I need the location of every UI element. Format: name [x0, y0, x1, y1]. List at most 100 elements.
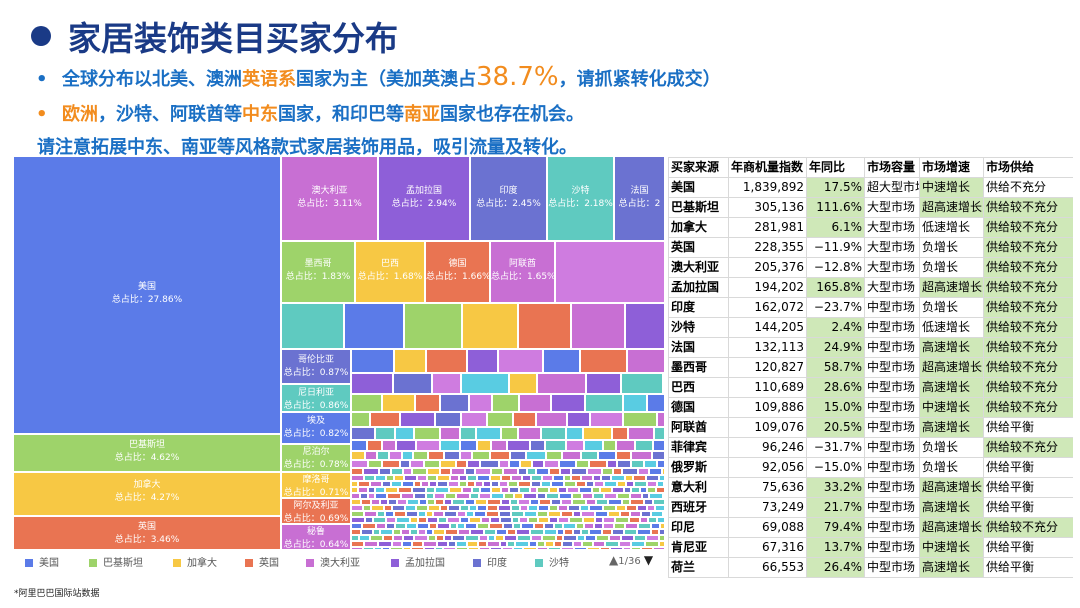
treemap-tile-small[interactable] [509, 487, 519, 493]
treemap-tile-small[interactable] [412, 468, 427, 475]
treemap-tile-small[interactable] [451, 468, 465, 475]
treemap-tile-small[interactable] [460, 517, 469, 523]
treemap-tile-small[interactable] [594, 481, 604, 487]
treemap-tile-small[interactable] [351, 487, 358, 493]
treemap-tile-small[interactable] [622, 499, 630, 505]
treemap-tile-small[interactable] [595, 511, 608, 517]
treemap-tile-unlabeled[interactable] [344, 303, 404, 349]
treemap-tile-small[interactable] [503, 468, 518, 475]
treemap-tile-small[interactable] [385, 487, 398, 493]
treemap-tile-small[interactable] [637, 505, 647, 511]
treemap-tile-small[interactable] [386, 475, 394, 481]
treemap-tile-small[interactable] [374, 547, 382, 550]
treemap-tile-small[interactable] [469, 394, 492, 412]
treemap-tile-small[interactable] [551, 394, 585, 412]
treemap-tile-small[interactable] [484, 529, 496, 535]
treemap-tile-small[interactable] [414, 535, 428, 541]
treemap-tile-small[interactable] [659, 541, 665, 547]
treemap-tile-small[interactable] [351, 517, 365, 523]
treemap-tile-small[interactable] [389, 451, 402, 460]
treemap-tile-small[interactable] [531, 535, 542, 541]
treemap-tile-small[interactable] [518, 468, 527, 475]
treemap-tile-small[interactable] [474, 511, 486, 517]
treemap-tile-small[interactable] [513, 547, 523, 550]
treemap-tile-small[interactable] [558, 487, 567, 493]
treemap-tile-small[interactable] [626, 505, 637, 511]
treemap-tile-small[interactable] [437, 475, 450, 481]
treemap-tile-small[interactable] [440, 460, 456, 468]
treemap-tile-small[interactable] [621, 373, 663, 394]
treemap-tile-small[interactable] [444, 451, 460, 460]
treemap-tile-small[interactable] [583, 517, 595, 523]
treemap-tile-small[interactable] [440, 394, 469, 412]
treemap-tile-small[interactable] [351, 349, 394, 373]
treemap-tile-small[interactable] [584, 523, 594, 529]
treemap-tile-small[interactable] [518, 427, 541, 440]
treemap-tile-small[interactable] [504, 493, 514, 499]
treemap-tile-small[interactable] [519, 394, 551, 412]
treemap-tile-small[interactable] [424, 547, 435, 550]
treemap-tile-small[interactable] [664, 481, 665, 487]
treemap-tile-small[interactable] [460, 440, 477, 451]
treemap-tile-small[interactable] [391, 468, 403, 475]
treemap-tile-small[interactable] [467, 481, 475, 487]
treemap-tile[interactable]: 巴基斯坦 总占比：4.62% [13, 434, 281, 472]
treemap-tile-small[interactable] [531, 475, 542, 481]
treemap-tile-small[interactable] [445, 529, 458, 535]
treemap-tile[interactable]: 法国 总占比：2 [614, 156, 665, 241]
treemap-tile-small[interactable] [417, 523, 429, 529]
treemap-tile-small[interactable] [410, 529, 418, 535]
treemap-tile-small[interactable] [537, 541, 545, 547]
treemap-tile-small[interactable] [516, 529, 530, 535]
treemap-tile-small[interactable] [637, 529, 651, 535]
treemap-tile-small[interactable] [435, 547, 443, 550]
treemap-tile-small[interactable] [428, 451, 444, 460]
treemap-tile-small[interactable] [495, 535, 504, 541]
treemap-tile-small[interactable] [351, 541, 364, 547]
treemap-tile[interactable]: 尼泊尔 总占比：0.78% [281, 444, 351, 472]
treemap-tile-small[interactable] [657, 481, 664, 487]
treemap-tile-small[interactable] [490, 517, 500, 523]
treemap-tile-small[interactable] [631, 460, 644, 468]
treemap-tile-small[interactable] [391, 481, 402, 487]
treemap-tile-small[interactable] [351, 427, 375, 440]
treemap-tile-small[interactable] [655, 505, 665, 511]
treemap-tile-small[interactable] [660, 523, 665, 529]
treemap-tile-small[interactable] [534, 523, 544, 529]
treemap-tile-small[interactable] [663, 511, 665, 517]
treemap-tile-small[interactable] [401, 529, 410, 535]
treemap-tile-small[interactable] [523, 547, 537, 550]
treemap-tile-small[interactable] [452, 535, 465, 541]
treemap-tile-small[interactable] [507, 529, 516, 535]
treemap-tile-small[interactable] [351, 547, 363, 550]
treemap-tile-small[interactable] [406, 511, 418, 517]
treemap-tile-small[interactable] [365, 451, 377, 460]
treemap-tile-small[interactable] [414, 481, 421, 487]
treemap-tile-small[interactable] [537, 493, 546, 499]
treemap-tile-small[interactable] [359, 535, 370, 541]
treemap-tile-small[interactable] [656, 487, 665, 493]
treemap-tile-small[interactable] [644, 460, 657, 468]
treemap-tile-small[interactable] [486, 511, 499, 517]
treemap-tile-small[interactable] [568, 505, 580, 511]
treemap-tile-small[interactable] [426, 487, 435, 493]
treemap-tile-small[interactable] [405, 505, 416, 511]
treemap-tile-small[interactable] [393, 535, 403, 541]
treemap-tile-small[interactable] [371, 505, 384, 511]
treemap-tile-small[interactable] [625, 523, 638, 529]
treemap-tile-small[interactable] [576, 481, 586, 487]
treemap-tile-small[interactable] [657, 460, 665, 468]
treemap-tile-small[interactable] [584, 440, 603, 451]
treemap-tile-small[interactable] [437, 481, 448, 487]
treemap-tile-small[interactable] [521, 523, 534, 529]
treemap-tile-small[interactable] [488, 535, 495, 541]
treemap-tile-small[interactable] [501, 475, 511, 481]
treemap-tile-small[interactable] [432, 373, 461, 394]
treemap-tile-small[interactable] [459, 481, 467, 487]
treemap-tile-small[interactable] [418, 511, 426, 517]
treemap-tile-small[interactable] [502, 547, 513, 550]
treemap-tile-small[interactable] [532, 460, 544, 468]
treemap-tile-small[interactable] [526, 451, 546, 460]
treemap-tile-small[interactable] [572, 493, 582, 499]
treemap-tile-small[interactable] [603, 505, 616, 511]
